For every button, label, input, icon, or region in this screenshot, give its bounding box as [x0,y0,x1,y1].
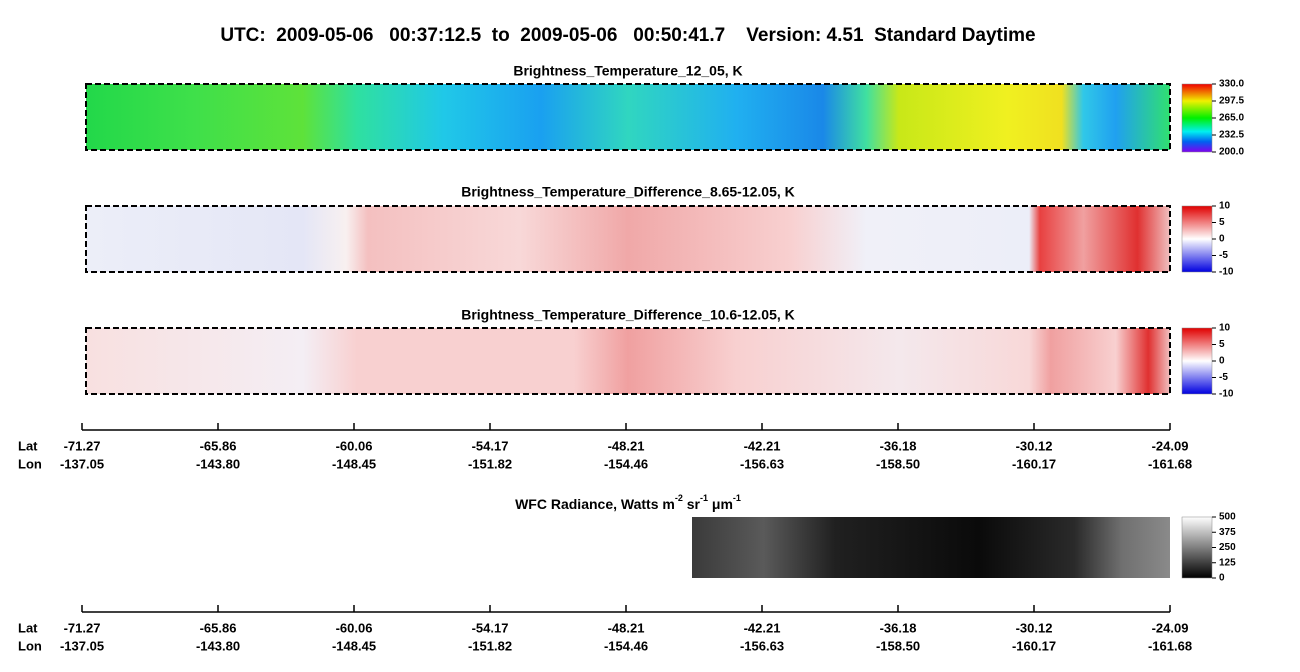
heatmap [692,517,1170,578]
axis-label: Lon [18,456,42,471]
lon-tick-label: -148.45 [332,638,376,653]
superscript: -1 [733,493,741,503]
panel-title: Brightness_Temperature_12_05, K [513,63,742,79]
lon-tick-label: -156.63 [740,638,784,653]
lat-tick-label: -48.21 [608,620,645,635]
colorbar-tick-label: 0 [1219,234,1225,245]
lon-tick-label: -143.80 [196,456,240,471]
colorbar-tick-label: 265.0 [1219,113,1244,124]
heatmap [85,83,1171,151]
axis-label: Lat [18,620,38,635]
colorbar [1181,327,1213,395]
lat-tick-label: -36.18 [880,438,917,453]
lon-tick-label: -160.17 [1012,638,1056,653]
lat-tick-label: -71.27 [64,438,101,453]
lon-tick-label: -161.68 [1148,638,1192,653]
title-part: μm [708,496,733,512]
lat-tick-label: -65.86 [200,438,237,453]
lon-tick-label: -137.05 [60,638,104,653]
colorbar-tick-label: 375 [1219,527,1236,538]
colorbar-tick-label: 5 [1219,339,1225,350]
lat-tick-label: -54.17 [472,620,509,635]
colorbar-tick-label: 330.0 [1219,79,1244,90]
colorbar-tick-label: 297.5 [1219,96,1244,107]
panel-title: WFC Radiance, Watts m-2 sr-1 μm-1 [515,493,741,511]
lat-tick-label: -60.06 [336,438,373,453]
lon-tick-label: -158.50 [876,638,920,653]
lon-tick-label: -160.17 [1012,456,1056,471]
title-part: WFC Radiance, Watts m [515,496,675,512]
lat-tick-label: -24.09 [1152,620,1189,635]
colorbar-tick-label: 232.5 [1219,130,1244,141]
colorbar-tick-label: -10 [1219,389,1234,400]
superscript: -2 [675,493,683,503]
colorbar-tick-label: 200.0 [1219,147,1244,158]
lon-tick-label: -148.45 [332,456,376,471]
axis-label: Lat [18,438,38,453]
lon-tick-label: -137.05 [60,456,104,471]
lon-tick-label: -143.80 [196,638,240,653]
lat-tick-label: -54.17 [472,438,509,453]
lat-tick-label: -30.12 [1016,438,1053,453]
lon-tick-label: -156.63 [740,456,784,471]
colorbar-tick-label: 5 [1219,217,1225,228]
lat-tick-label: -65.86 [200,620,237,635]
colorbar-tick-label: 10 [1219,201,1231,212]
axis-label: Lon [18,638,42,653]
panel-title: Brightness_Temperature_Difference_10.6-1… [461,307,795,323]
colorbar-tick-label: -5 [1219,250,1228,261]
colorbar [1181,83,1213,153]
colorbar-tick-label: -5 [1219,372,1228,383]
lat-tick-label: -30.12 [1016,620,1053,635]
lat-tick-label: -48.21 [608,438,645,453]
lon-tick-label: -151.82 [468,456,512,471]
lon-tick-label: -151.82 [468,638,512,653]
colorbar-tick-label: 250 [1219,542,1236,553]
colorbar-tick-label: 500 [1219,512,1236,523]
colorbar-tick-label: -10 [1219,267,1234,278]
lat-tick-label: -42.21 [744,438,781,453]
heatmap [85,327,1171,395]
colorbar-tick-label: 10 [1219,323,1231,334]
colorbar-tick-label: 0 [1219,573,1225,584]
lon-tick-label: -158.50 [876,456,920,471]
colorbar-tick-label: 0 [1219,356,1225,367]
figure-title: UTC: 2009-05-06 00:37:12.5 to 2009-05-06… [220,25,1035,46]
superscript: -1 [700,493,708,503]
lon-tick-label: -161.68 [1148,456,1192,471]
lat-tick-label: -24.09 [1152,438,1189,453]
lat-tick-label: -71.27 [64,620,101,635]
lat-tick-label: -36.18 [880,620,917,635]
lat-tick-label: -42.21 [744,620,781,635]
panel-title: Brightness_Temperature_Difference_8.65-1… [461,184,795,200]
heatmap [85,205,1171,273]
lon-tick-label: -154.46 [604,638,648,653]
colorbar-tick-label: 125 [1219,557,1236,568]
title-part: sr [683,496,701,512]
lon-tick-label: -154.46 [604,456,648,471]
colorbar [1181,516,1213,579]
colorbar [1181,205,1213,273]
lat-tick-label: -60.06 [336,620,373,635]
